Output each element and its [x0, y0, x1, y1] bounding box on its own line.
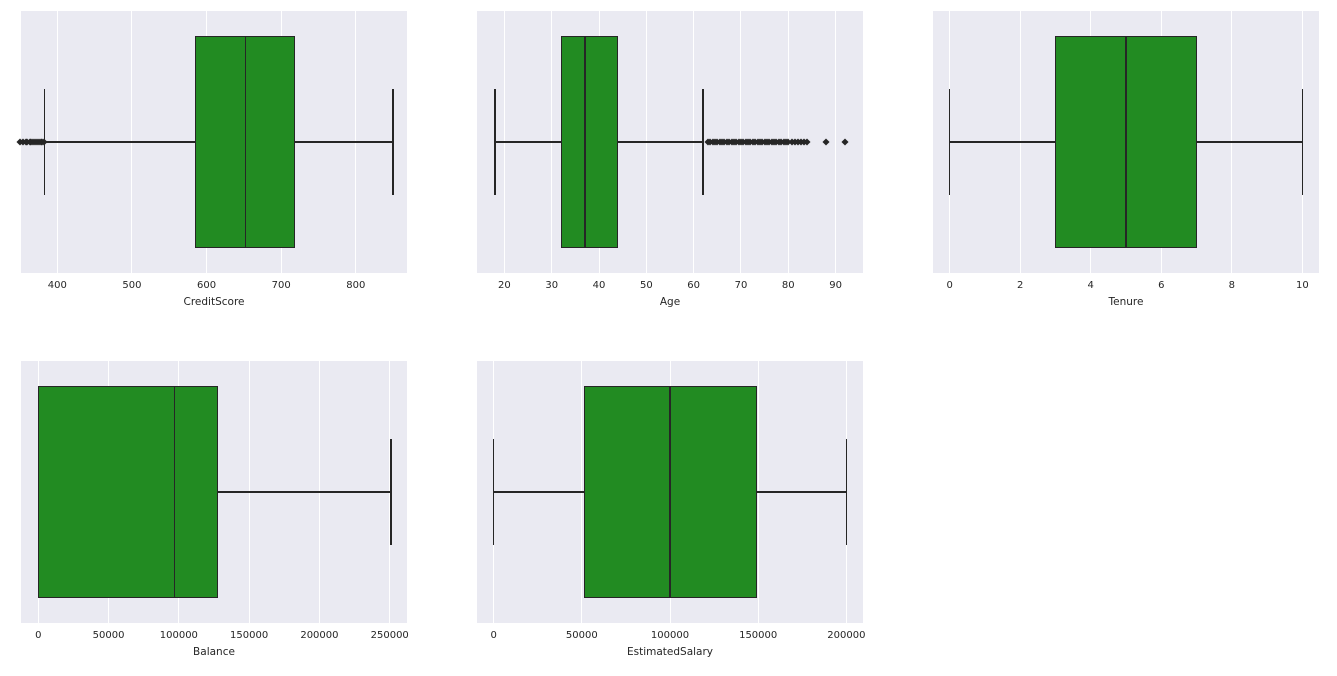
gridline	[835, 10, 836, 274]
x-tick-label: 100000	[160, 630, 198, 641]
whisker-high	[1197, 141, 1303, 142]
x-tick-label: 0	[35, 630, 41, 641]
x-tick-label: 600	[197, 280, 216, 291]
plot-area: 050000100000150000200000250000Balance	[20, 360, 408, 624]
panel-estimatedsalary: 050000100000150000200000EstimatedSalary	[476, 360, 864, 624]
cap-high	[846, 439, 847, 545]
whisker-high	[757, 491, 846, 492]
x-tick-label: 800	[346, 280, 365, 291]
median-line	[584, 36, 586, 247]
x-axis-label: Age	[660, 296, 680, 308]
x-tick-label: 150000	[230, 630, 268, 641]
x-tick-label: 10	[1296, 280, 1309, 291]
whisker-low	[495, 141, 561, 142]
whisker-high	[295, 141, 393, 142]
x-tick-label: 90	[829, 280, 842, 291]
x-tick-label: 200000	[827, 630, 865, 641]
x-axis-label: Tenure	[1109, 296, 1144, 308]
whisker-low	[950, 141, 1056, 142]
x-tick-label: 150000	[739, 630, 777, 641]
x-axis-label: CreditScore	[184, 296, 245, 308]
plot-area: 2030405060708090Age	[476, 10, 864, 274]
cap-high	[1302, 89, 1303, 195]
x-tick-label: 200000	[300, 630, 338, 641]
x-tick-label: 70	[735, 280, 748, 291]
plot-area: 0246810Tenure	[932, 10, 1320, 274]
x-tick-label: 50000	[93, 630, 125, 641]
x-tick-label: 500	[122, 280, 141, 291]
whisker-low	[45, 141, 195, 142]
median-line	[1125, 36, 1127, 247]
x-tick-label: 40	[593, 280, 606, 291]
panel-creditscore: 400500600700800CreditScore	[20, 10, 408, 274]
median-line	[669, 386, 671, 597]
x-tick-label: 4	[1088, 280, 1094, 291]
x-tick-label: 20	[498, 280, 511, 291]
x-tick-label: 50000	[566, 630, 598, 641]
cap-low	[494, 89, 495, 195]
x-tick-label: 250000	[371, 630, 409, 641]
x-tick-label: 6	[1158, 280, 1164, 291]
whisker-high	[218, 491, 391, 492]
panel-tenure: 0246810Tenure	[932, 10, 1320, 274]
x-axis-label: EstimatedSalary	[627, 646, 713, 658]
x-tick-label: 0	[946, 280, 952, 291]
cap-high	[392, 89, 393, 195]
x-tick-label: 60	[687, 280, 700, 291]
panel-age: 2030405060708090Age	[476, 10, 864, 274]
panel-balance: 050000100000150000200000250000Balance	[20, 360, 408, 624]
median-line	[174, 386, 176, 597]
cap-low	[493, 439, 494, 545]
figure: 400500600700800CreditScore20304050607080…	[0, 0, 1337, 676]
box	[38, 386, 218, 597]
cap-high	[390, 439, 391, 545]
cap-low	[949, 89, 950, 195]
x-tick-label: 80	[782, 280, 795, 291]
x-tick-label: 8	[1229, 280, 1235, 291]
box	[561, 36, 618, 247]
whisker-low	[494, 491, 584, 492]
plot-area: 400500600700800CreditScore	[20, 10, 408, 274]
median-line	[245, 36, 247, 247]
x-tick-label: 0	[490, 630, 496, 641]
whisker-high	[618, 141, 703, 142]
x-tick-label: 30	[545, 280, 558, 291]
x-tick-label: 100000	[651, 630, 689, 641]
x-tick-label: 700	[272, 280, 291, 291]
x-tick-label: 400	[48, 280, 67, 291]
x-axis-label: Balance	[193, 646, 235, 658]
x-tick-label: 2	[1017, 280, 1023, 291]
x-tick-label: 50	[640, 280, 653, 291]
plot-area: 050000100000150000200000EstimatedSalary	[476, 360, 864, 624]
